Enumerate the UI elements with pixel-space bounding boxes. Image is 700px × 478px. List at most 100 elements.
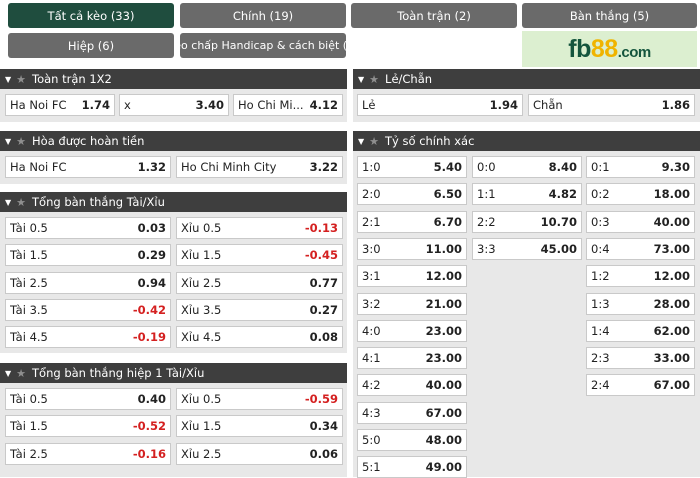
odds-label: 2:0: [362, 187, 381, 201]
tab-main[interactable]: Chính (19): [180, 3, 346, 28]
odds-cell-under[interactable]: Xỉu 2.5 0.77: [176, 272, 343, 294]
odds-value: 8.40: [548, 160, 577, 174]
odds-label: 4:2: [362, 378, 381, 392]
tab-half[interactable]: Hiệp (6): [8, 33, 174, 58]
odds-cell-under[interactable]: Xỉu 1.5 -0.45: [176, 244, 343, 266]
odds-value: 10.70: [540, 215, 577, 229]
section-title: Lẻ/Chẵn: [385, 72, 433, 86]
score-cell-away-win[interactable]: 1:3 28.00: [586, 293, 695, 315]
odds-cell-under[interactable]: Xỉu 2.5 0.06: [176, 443, 343, 465]
score-cell-home-win[interactable]: 4:2 40.00: [357, 374, 467, 396]
score-cell-away-win[interactable]: 2:3 33.00: [586, 347, 695, 369]
score-cell-home-win[interactable]: 4:3 67.00: [357, 402, 467, 424]
tab-full-match[interactable]: Toàn trận (2): [351, 3, 517, 28]
odds-cell-under[interactable]: Xỉu 0.5 -0.13: [176, 217, 343, 239]
odds-cell-under[interactable]: Xỉu 0.5 -0.59: [176, 388, 343, 410]
odds-value: 67.00: [653, 378, 690, 392]
score-cell-home-win[interactable]: 3:2 21.00: [357, 293, 467, 315]
score-cell-home-win[interactable]: 3:1 12.00: [357, 265, 467, 287]
odds-label: Ha Noi FC: [10, 160, 67, 174]
score-cell-home-win[interactable]: 3:0 11.00: [357, 238, 467, 260]
triangle-down-icon[interactable]: ▼: [5, 368, 12, 378]
score-cell-home-win[interactable]: 1:0 5.40: [357, 156, 467, 178]
star-icon[interactable]: ★: [16, 72, 27, 86]
odds-label: Lẻ: [362, 98, 376, 112]
odds-cell-under[interactable]: Xỉu 3.5 0.27: [176, 299, 343, 321]
score-cell-home-win[interactable]: 5:1 49.00: [357, 456, 467, 478]
odds-cell-even[interactable]: Chẵn 1.86: [528, 94, 695, 116]
score-cell-away-win[interactable]: 0:2 18.00: [586, 183, 695, 205]
odds-value: -0.42: [132, 303, 166, 317]
star-icon[interactable]: ★: [16, 195, 27, 209]
triangle-down-icon[interactable]: ▼: [5, 74, 12, 84]
odds-value: -0.13: [304, 221, 338, 235]
odds-label: Xỉu 0.5: [181, 221, 222, 235]
odds-cell-under[interactable]: Xỉu 4.5 0.08: [176, 326, 343, 348]
odds-cell-under[interactable]: Xỉu 1.5 0.34: [176, 415, 343, 437]
tab-handicap[interactable]: Kèo chấp Handicap & cách biệt (1): [180, 33, 346, 58]
odds-cell-over[interactable]: Tài 1.5 0.29: [5, 244, 171, 266]
odds-label: 2:4: [591, 378, 610, 392]
score-cell-away-win[interactable]: 2:4 67.00: [586, 374, 695, 396]
triangle-down-icon[interactable]: ▼: [5, 136, 12, 146]
odds-cell-odd[interactable]: Lẻ 1.94: [357, 94, 523, 116]
odds-cell-home[interactable]: Ha Noi FC 1.74: [5, 94, 115, 116]
odds-value: 48.00: [425, 433, 462, 447]
score-cell-draw[interactable]: 2:2 10.70: [472, 211, 582, 233]
odds-cell-draw[interactable]: x 3.40: [119, 94, 229, 116]
odds-label: x: [124, 98, 131, 112]
odds-label: Tài 2.5: [10, 447, 48, 461]
odds-cell-over[interactable]: Tài 1.5 -0.52: [5, 415, 171, 437]
odds-cell-over[interactable]: Tài 4.5 -0.19: [5, 326, 171, 348]
score-cell-home-win[interactable]: 4:1 23.00: [357, 347, 467, 369]
odds-label: 0:1: [591, 160, 610, 174]
score-cell-away-win[interactable]: 0:4 73.00: [586, 238, 695, 260]
odds-label: Tài 1.5: [10, 248, 48, 262]
score-cell-home-win[interactable]: 5:0 48.00: [357, 429, 467, 451]
star-icon[interactable]: ★: [369, 72, 380, 86]
odds-cell-over[interactable]: Tài 2.5 0.94: [5, 272, 171, 294]
score-cell-home-win[interactable]: 4:0 23.00: [357, 320, 467, 342]
score-cell-home-win[interactable]: 2:0 6.50: [357, 183, 467, 205]
odds-cell-over[interactable]: Tài 0.5 0.40: [5, 388, 171, 410]
odds-value: 0.27: [309, 303, 338, 317]
star-icon[interactable]: ★: [16, 134, 27, 148]
score-cell-draw[interactable]: 0:0 8.40: [472, 156, 582, 178]
odds-label: Xỉu 3.5: [181, 303, 222, 317]
odds-label: 1:3: [591, 297, 610, 311]
score-cell-home-win[interactable]: 2:1 6.70: [357, 211, 467, 233]
odds-cell-away[interactable]: Ho Chi Minh City 3.22: [176, 156, 343, 178]
odds-value: 6.70: [433, 215, 462, 229]
star-icon[interactable]: ★: [369, 134, 380, 148]
tab-goals[interactable]: Bàn thắng (5): [522, 3, 697, 28]
score-cell-away-win[interactable]: 1:4 62.00: [586, 320, 695, 342]
odds-label: 0:4: [591, 242, 610, 256]
score-cell-draw[interactable]: 1:1 4.82: [472, 183, 582, 205]
odds-value: 18.00: [653, 187, 690, 201]
odds-cell-home[interactable]: Ha Noi FC 1.32: [5, 156, 171, 178]
section-header: ▼ ★ Tỷ số chính xác: [353, 131, 700, 151]
odds-cell-away[interactable]: Ho Chi Mi... 4.12: [233, 94, 343, 116]
odds-label: 0:3: [591, 215, 610, 229]
odds-value: 3.40: [195, 98, 224, 112]
odds-cell-over[interactable]: Tài 3.5 -0.42: [5, 299, 171, 321]
score-cell-away-win[interactable]: 1:2 12.00: [586, 265, 695, 287]
odds-label: Xỉu 2.5: [181, 447, 222, 461]
odds-label: Xỉu 1.5: [181, 248, 222, 262]
triangle-down-icon[interactable]: ▼: [5, 197, 12, 207]
triangle-down-icon[interactable]: ▼: [358, 74, 365, 84]
odds-value: 62.00: [653, 324, 690, 338]
star-icon[interactable]: ★: [16, 366, 27, 380]
score-cell-away-win[interactable]: 0:3 40.00: [586, 211, 695, 233]
odds-label: 4:1: [362, 351, 381, 365]
odds-label: 2:2: [477, 215, 496, 229]
odds-value: 45.00: [540, 242, 577, 256]
odds-cell-over[interactable]: Tài 0.5 0.03: [5, 217, 171, 239]
triangle-down-icon[interactable]: ▼: [358, 136, 365, 146]
tab-all-odds[interactable]: Tất cả kèo (33): [8, 3, 174, 28]
score-cell-draw[interactable]: 3:3 45.00: [472, 238, 582, 260]
odds-cell-over[interactable]: Tài 2.5 -0.16: [5, 443, 171, 465]
odds-label: 3:1: [362, 269, 381, 283]
score-cell-away-win[interactable]: 0:1 9.30: [586, 156, 695, 178]
odds-label: 5:1: [362, 460, 381, 474]
